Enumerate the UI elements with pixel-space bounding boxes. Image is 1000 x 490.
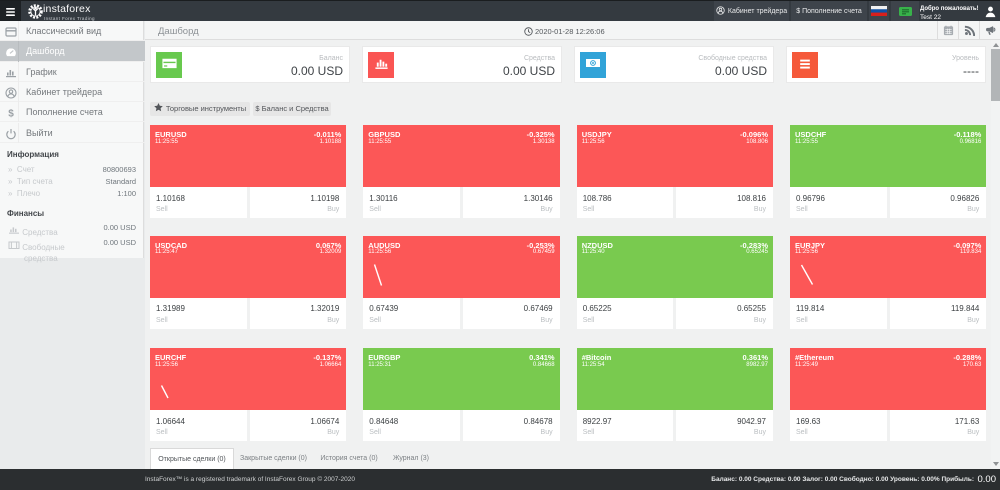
svg-text:$: $ bbox=[8, 109, 14, 120]
